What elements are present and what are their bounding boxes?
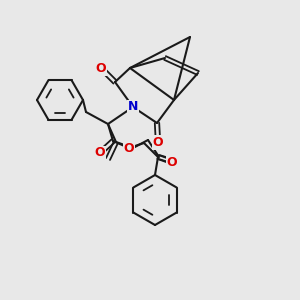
Text: O: O: [96, 61, 106, 74]
Text: O: O: [167, 155, 177, 169]
Text: O: O: [124, 142, 134, 154]
Text: N: N: [128, 100, 138, 113]
Text: O: O: [153, 136, 163, 148]
Text: O: O: [95, 146, 105, 160]
